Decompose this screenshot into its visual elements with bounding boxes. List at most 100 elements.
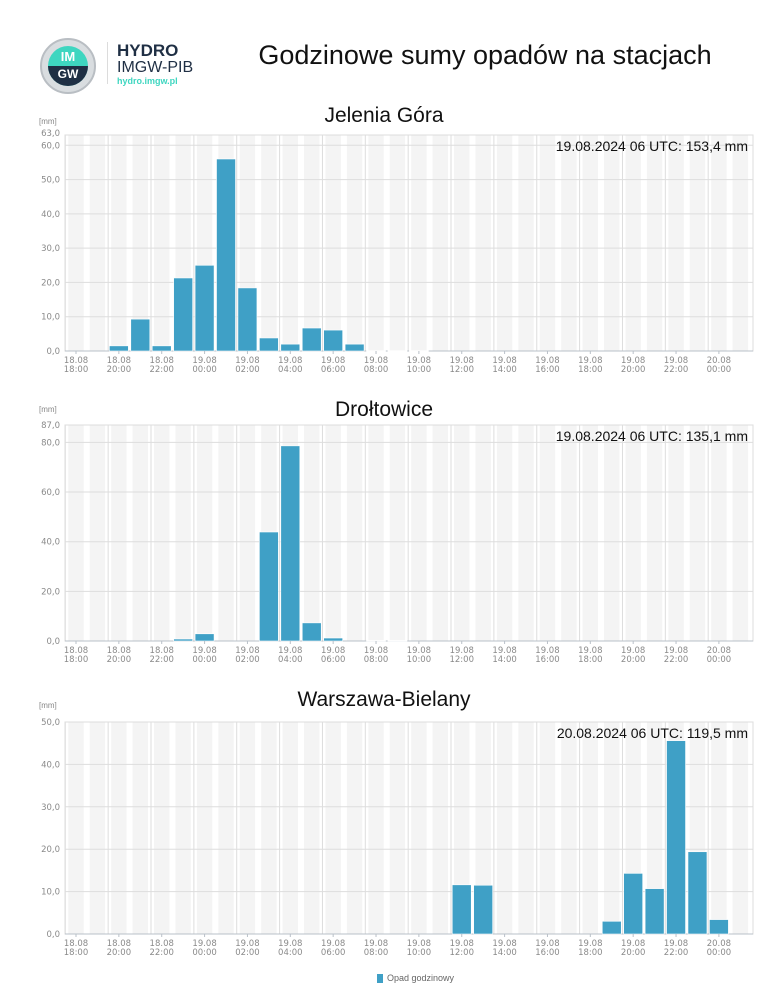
bar [451,884,472,935]
hour-band [239,425,256,641]
x-tick-label: 19.08 20:00 [621,646,646,665]
y-tick-label: 30,0 [41,244,60,254]
hour-band [196,722,213,934]
hour-band [304,425,320,641]
bar [259,337,279,352]
hour-band [304,722,320,934]
hour-band [68,722,84,934]
bar [387,640,408,642]
x-tick-label: 18.08 20:00 [107,646,132,665]
hour-band [132,425,149,641]
y-axis-unit: [mm] [39,701,57,710]
chart-svg: 0,0 20,0 40,0 60,0 80,0 87,0 18.08 18:00 18.08 20… [41,421,754,665]
hour-band [346,135,363,351]
brand-org: IMGW-PIB [117,59,194,76]
x-tick-label: 19.08 20:00 [621,939,646,958]
hour-band [475,135,491,351]
hour-band [454,425,470,641]
hour-band [282,135,299,351]
hour-band [154,425,170,641]
legend-label: Opad godzinowy [387,973,455,983]
bar [301,622,322,642]
hour-band [346,425,363,641]
hour-band [432,425,449,641]
x-tick-label: 19.08 00:00 [192,356,217,375]
hour-band [346,722,363,934]
x-tick-label: 19.08 08:00 [364,646,389,665]
y-tick-label: 0,0 [46,930,60,940]
bar [301,327,322,352]
x-tick-label: 19.08 04:00 [278,646,303,665]
brand-name: HYDRO [117,41,179,60]
x-tick-label: 18.08 22:00 [149,939,174,958]
hour-band [582,722,599,934]
bar [130,318,151,352]
chart-title: Jelenia Góra [324,104,444,127]
hour-band [218,722,234,934]
hour-band [325,425,341,641]
hour-band [89,722,106,934]
chart-title: Drołtowice [334,398,434,421]
hour-band [325,722,341,934]
hour-band [625,425,641,641]
hour-band [604,722,620,934]
hour-band [582,425,599,641]
hour-band [111,425,127,641]
x-tick-label: 19.08 00:00 [192,939,217,958]
y-axis-unit: [mm] [39,117,57,126]
hour-band [411,722,427,934]
x-tick-label: 19.08 10:00 [407,646,432,665]
hour-band [518,135,534,351]
x-tick-label: 19.08 12:00 [449,646,474,665]
hour-band [604,135,620,351]
x-tick-label: 19.08 22:00 [664,356,689,375]
x-tick-label: 18.08 22:00 [149,356,174,375]
y-tick-label: 40,0 [41,760,60,770]
hour-band [561,425,577,641]
hour-band [175,425,191,641]
x-tick-label: 19.08 16:00 [535,939,560,958]
x-tick-label: 18.08 18:00 [64,356,89,375]
x-tick-label: 19.08 14:00 [492,356,517,375]
x-tick-label: 19.08 06:00 [321,939,346,958]
legend[interactable]: Opad godzinowy [377,972,454,984]
hour-band [539,425,556,641]
y-tick-label: 60,0 [41,141,60,151]
bar [623,873,643,935]
hour-band [475,425,491,641]
bar [687,851,708,935]
x-tick-label: 18.08 18:00 [64,939,89,958]
hour-band [518,425,534,641]
y-tick-label: 10,0 [41,313,60,323]
hour-band [604,425,620,641]
x-tick-label: 20.08 00:00 [707,939,732,958]
x-tick-label: 19.08 20:00 [621,356,646,375]
x-tick-label: 19.08 18:00 [578,939,603,958]
total-annotation: 19.08.2024 06 UTC: 135,1 mm [556,428,748,444]
hour-band [539,135,556,351]
y-axis-unit: [mm] [39,405,57,414]
hour-band [389,722,406,934]
bar [601,920,622,935]
hour-band [689,425,706,641]
x-tick-label: 19.08 16:00 [535,356,560,375]
hour-band [68,135,84,351]
hour-band [689,135,706,351]
y-tick-label: 60,0 [41,488,60,498]
y-tick-label: 10,0 [41,888,60,898]
page-title: Godzinowe sumy opadów na stacjach [258,40,712,70]
hour-band [561,135,577,351]
logo-badge-bottom: GW [57,67,79,81]
x-tick-label: 19.08 04:00 [278,939,303,958]
bar [387,350,408,352]
bar [259,531,279,642]
y-tick-label: 20,0 [41,587,60,597]
y-tick-label: 40,0 [41,210,60,220]
hour-band [111,722,127,934]
x-tick-label: 19.08 18:00 [578,356,603,375]
x-tick-label: 19.08 06:00 [321,646,346,665]
hour-band [368,135,384,351]
hour-band [411,135,427,351]
y-tick-label: 30,0 [41,803,60,813]
hour-band [218,425,234,641]
